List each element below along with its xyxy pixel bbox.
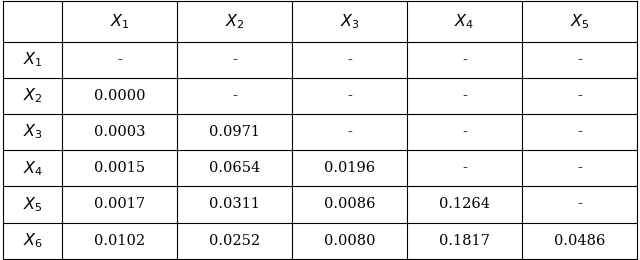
Text: -: - xyxy=(117,53,122,67)
Text: 0.0003: 0.0003 xyxy=(94,125,145,139)
Text: -: - xyxy=(462,161,467,175)
Text: 0.0196: 0.0196 xyxy=(324,161,375,175)
Text: -: - xyxy=(577,89,582,103)
Text: -: - xyxy=(577,125,582,139)
Text: 0.0252: 0.0252 xyxy=(209,233,260,248)
Text: $X_4$: $X_4$ xyxy=(22,159,43,178)
Text: -: - xyxy=(232,53,237,67)
Text: -: - xyxy=(577,197,582,211)
Text: $X_1$: $X_1$ xyxy=(109,12,129,31)
Text: $X_3$: $X_3$ xyxy=(23,123,42,141)
Text: -: - xyxy=(347,125,352,139)
Text: 0.0654: 0.0654 xyxy=(209,161,260,175)
Text: 0.0971: 0.0971 xyxy=(209,125,260,139)
Text: 0.0000: 0.0000 xyxy=(94,89,145,103)
Text: 0.1264: 0.1264 xyxy=(439,197,490,211)
Text: -: - xyxy=(232,89,237,103)
Text: 0.0080: 0.0080 xyxy=(324,233,375,248)
Text: $X_2$: $X_2$ xyxy=(23,87,42,105)
Text: 0.0015: 0.0015 xyxy=(94,161,145,175)
Text: $X_5$: $X_5$ xyxy=(570,12,589,31)
Text: 0.1817: 0.1817 xyxy=(439,233,490,248)
Text: -: - xyxy=(347,89,352,103)
Text: -: - xyxy=(462,125,467,139)
Text: $X_5$: $X_5$ xyxy=(23,195,42,214)
Text: 0.0102: 0.0102 xyxy=(94,233,145,248)
Text: $X_3$: $X_3$ xyxy=(340,12,359,31)
Text: $X_1$: $X_1$ xyxy=(23,50,42,69)
Text: -: - xyxy=(462,89,467,103)
Text: 0.0017: 0.0017 xyxy=(94,197,145,211)
Text: $X_2$: $X_2$ xyxy=(225,12,244,31)
Text: -: - xyxy=(577,161,582,175)
Text: 0.0086: 0.0086 xyxy=(324,197,375,211)
Text: 0.0311: 0.0311 xyxy=(209,197,260,211)
Text: $X_4$: $X_4$ xyxy=(454,12,474,31)
Text: 0.0486: 0.0486 xyxy=(554,233,605,248)
Text: $X_6$: $X_6$ xyxy=(22,231,43,250)
Text: -: - xyxy=(577,53,582,67)
Text: -: - xyxy=(347,53,352,67)
Text: -: - xyxy=(462,53,467,67)
